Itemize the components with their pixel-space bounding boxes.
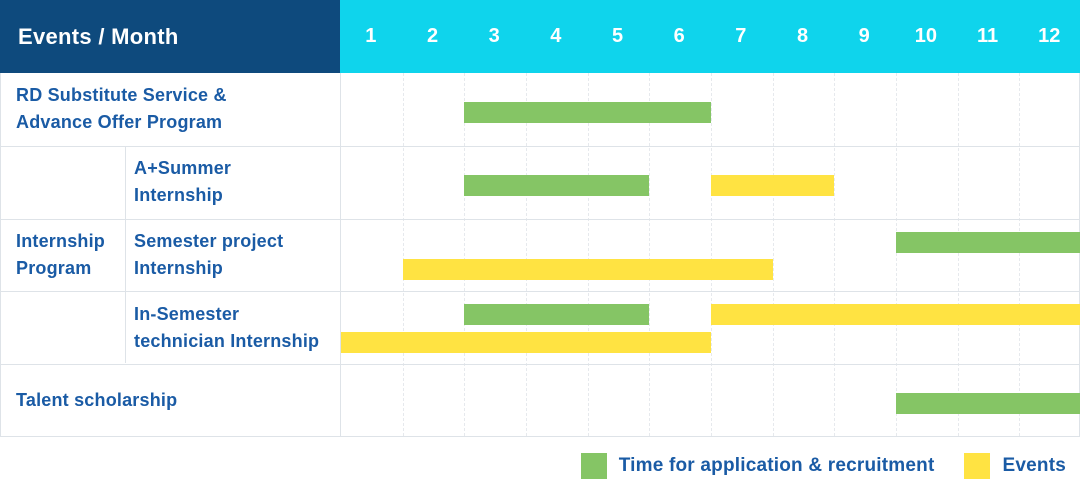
- row-separator: [1, 218, 1080, 220]
- month-label: 12: [1038, 25, 1061, 47]
- row-label: Talent scholarship: [16, 390, 178, 411]
- gantt-body: RD Substitute Service & Advance Offer Pr…: [0, 73, 1080, 437]
- month-gridline: [402, 73, 404, 436]
- header-corner-cell: Events / Month: [0, 0, 340, 73]
- header-corner-label: Events / Month: [18, 23, 179, 49]
- month-gridline: [834, 73, 836, 436]
- gantt-bar: [711, 174, 835, 196]
- gantt-bar: [896, 393, 1080, 415]
- month-label: 9: [858, 25, 870, 47]
- row-label: Semester project Internship: [134, 230, 284, 278]
- gantt-bar: [464, 101, 711, 123]
- month-gridline: [896, 73, 897, 436]
- month-label: 2: [426, 25, 439, 47]
- row-separator: [1, 291, 1080, 293]
- month-label: 6: [673, 25, 685, 47]
- month-label: 3: [488, 25, 500, 47]
- legend-item: Time for application & recruitment: [580, 452, 935, 479]
- gantt-bar: [464, 304, 650, 326]
- month-label: 10: [914, 25, 937, 47]
- group-divider: [125, 145, 126, 364]
- month-gridline: [957, 73, 959, 436]
- row-separator: [1, 364, 1080, 366]
- month-gridline: [649, 73, 651, 436]
- month-label: 11: [976, 25, 999, 47]
- month-label: 4: [550, 25, 562, 47]
- month-header-row: 1 2 3 4 5 6 7 8 9 10 11 12: [340, 0, 1080, 73]
- row-label: RD Substitute Service & Advance Offer Pr…: [16, 85, 227, 133]
- row-label: A+Summer Internship: [134, 158, 232, 206]
- month-gridline: [464, 73, 466, 436]
- month-gridline: [1019, 73, 1021, 436]
- gantt-bar: [402, 259, 773, 281]
- legend: Time for application & recruitment Events: [0, 437, 1080, 494]
- green-swatch: [580, 452, 607, 479]
- gantt-bar: [896, 231, 1080, 253]
- legend-label: Time for application & recruitment: [618, 454, 935, 476]
- month-gridline: [711, 73, 712, 436]
- chart-left-gridline: [340, 73, 341, 436]
- group-label: Internship Program: [16, 230, 106, 278]
- legend-item: Events: [964, 452, 1066, 479]
- legend-label: Events: [1002, 454, 1066, 476]
- gantt-bar: [464, 174, 650, 196]
- gantt-table: Events / Month 1 2 3 4 5 6 7 8 9 10 11 12 RD Substi…: [0, 0, 1080, 437]
- row-separator: [1, 145, 1080, 147]
- month-gridline: [772, 73, 774, 436]
- yellow-swatch: [964, 452, 991, 479]
- month-label: 7: [735, 25, 747, 47]
- month-label: 5: [611, 25, 624, 47]
- month-label: 8: [796, 25, 809, 47]
- gantt-bar: [341, 332, 711, 354]
- month-gridline: [526, 73, 527, 436]
- row-label: In-Semester technician Internship: [134, 303, 320, 351]
- gantt-bar: [711, 304, 1080, 326]
- month-label: 1: [365, 25, 377, 47]
- month-gridline: [587, 73, 589, 436]
